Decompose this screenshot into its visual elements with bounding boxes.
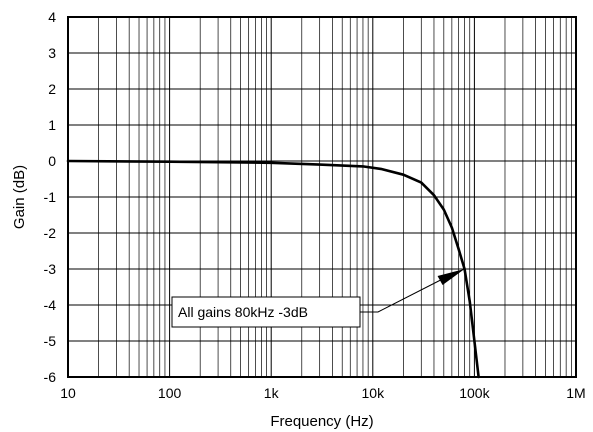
y-tick-label: -6 [44, 369, 57, 385]
y-tick-labels: 4 3 2 1 0 -1 -2 -3 -4 -5 -6 [44, 9, 57, 385]
annotation-arrowhead [437, 269, 465, 285]
y-tick-label: -2 [44, 225, 57, 241]
x-tick-label: 100k [459, 385, 490, 401]
series-layer [66, 159, 480, 379]
y-tick-label: 1 [48, 117, 56, 133]
y-tick-label: -4 [44, 297, 57, 313]
x-tick-labels: 10 100 1k 10k 100k 1M [60, 385, 586, 401]
y-tick-label: -3 [44, 261, 57, 277]
x-tick-label: 1k [264, 385, 280, 401]
x-axis-label: Frequency (Hz) [270, 413, 373, 430]
y-tick-label: 3 [48, 45, 56, 61]
y-tick-label: -5 [44, 333, 57, 349]
annotation-box [171, 296, 361, 328]
plot-frame-layer [67, 16, 577, 378]
y-tick-label: 4 [48, 9, 56, 25]
x-tick-label: 10 [60, 385, 76, 401]
y-tick-label: 2 [48, 81, 56, 97]
annotation-layer: All gains 80kHz -3dB [171, 269, 465, 328]
annotation-text: All gains 80kHz -3dB [178, 304, 308, 320]
y-tick-label: -1 [44, 189, 57, 205]
y-axis-label: Gain (dB) [11, 165, 28, 229]
x-tick-label: 10k [362, 385, 386, 401]
x-tick-label: 1M [566, 385, 585, 401]
plot-frame [67, 16, 577, 378]
y-tick-label: 0 [48, 153, 56, 169]
series-line-0 [66, 159, 480, 379]
x-tick-label: 100 [158, 385, 182, 401]
annotation-leader [360, 277, 445, 313]
